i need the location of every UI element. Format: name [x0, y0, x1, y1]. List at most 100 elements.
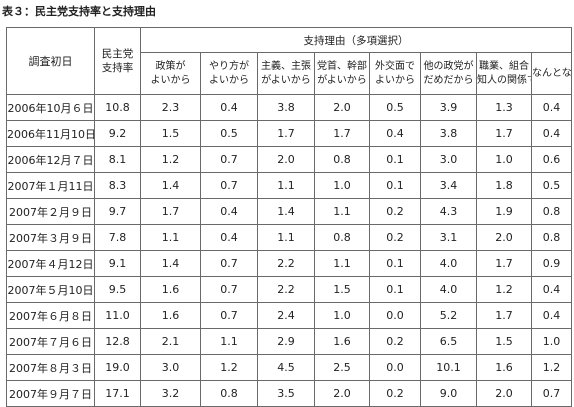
survey-date-cell: 2007年７月６日 — [6, 328, 95, 355]
header-reason-5: 外交面で よいから — [369, 52, 421, 95]
header-support-rate: 民主党 支持率 — [94, 27, 141, 95]
support-rate-cell: 9.2 — [94, 120, 141, 147]
reason-value-cell: 1.1 — [257, 172, 315, 199]
table-row: 2007年８月３日 19.0 3.0 1.2 4.5 2.5 0.0 10.1 1.6 1.2 — [6, 354, 572, 381]
survey-date-cell: 2007年９月７日 — [6, 380, 95, 407]
reason-value-cell: 0.5 — [369, 94, 421, 121]
reason-value-cell: 0.4 — [369, 120, 421, 147]
reason-value-cell: 0.0 — [369, 354, 421, 381]
reason-value-cell: 2.0 — [476, 380, 532, 407]
table-row: 2007年３月９日 7.8 1.1 0.4 1.1 0.8 0.2 3.1 2.0 0.8 — [6, 224, 572, 251]
reason-value-cell: 3.8 — [257, 94, 315, 121]
reason-value-cell: 1.1 — [257, 224, 315, 251]
reason-value-cell: 0.8 — [314, 146, 370, 173]
table-row: 2007年５月10日 9.5 1.6 0.7 2.2 1.5 0.1 4.0 1.2 0.4 — [6, 276, 572, 303]
table-row: 2007年１月11日 8.3 1.4 0.7 1.1 1.0 0.1 3.4 1.8 0.5 — [6, 172, 572, 199]
reason-value-cell: 2.2 — [257, 250, 315, 277]
survey-date-cell: 2007年３月９日 — [6, 224, 95, 251]
table-row: 2007年６月８日 11.0 1.6 0.7 2.4 1.0 0.0 5.2 1.7 0.4 — [6, 302, 572, 329]
survey-date-cell: 2007年１月11日 — [6, 172, 95, 199]
reason-value-cell: 6.5 — [420, 328, 477, 355]
reason-value-cell: 0.4 — [531, 94, 572, 121]
support-rate-cell: 8.1 — [94, 146, 141, 173]
reason-value-cell: 1.5 — [140, 120, 201, 147]
survey-date-cell: 2006年11月10日 — [6, 120, 95, 147]
reason-value-cell: 0.4 — [200, 198, 258, 225]
reason-value-cell: 1.6 — [476, 354, 532, 381]
survey-date-cell: 2007年２月９日 — [6, 198, 95, 225]
reason-value-cell: 0.4 — [200, 94, 258, 121]
survey-date-cell: 2006年10月６日 — [6, 94, 95, 121]
header-reason-2: やり方が よいから — [200, 52, 258, 95]
reason-value-cell: 3.5 — [257, 380, 315, 407]
reason-value-cell: 3.0 — [420, 146, 477, 173]
reason-value-cell: 0.4 — [531, 302, 572, 329]
reason-value-cell: 4.0 — [420, 276, 477, 303]
survey-date-cell: 2007年６月８日 — [6, 302, 95, 329]
reason-value-cell: 0.6 — [531, 146, 572, 173]
reason-value-cell: 2.0 — [257, 146, 315, 173]
reason-value-cell: 1.5 — [314, 276, 370, 303]
reason-value-cell: 0.2 — [369, 328, 421, 355]
support-rate-cell: 7.8 — [94, 224, 141, 251]
survey-date-cell: 2007年４月12日 — [6, 250, 95, 277]
reason-value-cell: 1.3 — [476, 94, 532, 121]
table-row: 2006年12月７日 8.1 1.2 0.7 2.0 0.8 0.1 3.0 1.0 0.6 — [6, 146, 572, 173]
support-rate-cell: 17.1 — [94, 380, 141, 407]
table-row: 2007年７月６日 12.8 2.1 1.1 2.9 1.6 0.2 6.5 1.5 1.0 — [6, 328, 572, 355]
support-rate-cell: 9.5 — [94, 276, 141, 303]
table-body: 2006年10月６日 10.8 2.3 0.4 3.8 2.0 0.5 3.9 1.3 0.4 20… — [6, 94, 572, 407]
reason-value-cell: 4.3 — [420, 198, 477, 225]
reason-value-cell: 2.0 — [314, 94, 370, 121]
table-row: 2006年11月10日 9.2 1.5 0.5 1.7 1.7 0.4 3.8 1.7 0.4 — [6, 120, 572, 147]
table-title: 表３：民主党支持率と支持理由 — [2, 5, 156, 18]
reason-value-cell: 3.8 — [420, 120, 477, 147]
reason-value-cell: 1.2 — [140, 146, 201, 173]
reason-value-cell: 0.4 — [531, 276, 572, 303]
header-reason-6: 他の政党が だめだから — [420, 52, 477, 95]
reason-value-cell: 2.9 — [257, 328, 315, 355]
reason-value-cell: 1.4 — [257, 198, 315, 225]
reason-value-cell: 0.8 — [314, 224, 370, 251]
reason-value-cell: 1.6 — [140, 302, 201, 329]
reason-value-cell: 4.5 — [257, 354, 315, 381]
survey-date-cell: 2007年５月10日 — [6, 276, 95, 303]
reason-value-cell: 1.9 — [476, 198, 532, 225]
reason-value-cell: 1.2 — [476, 276, 532, 303]
reason-value-cell: 0.7 — [200, 276, 258, 303]
reason-value-cell: 0.8 — [531, 198, 572, 225]
reason-value-cell: 0.5 — [200, 120, 258, 147]
reason-value-cell: 1.1 — [314, 250, 370, 277]
reason-value-cell: 0.7 — [200, 146, 258, 173]
header-reason-4: 党首、幹部 がよいから — [314, 52, 370, 95]
reason-value-cell: 0.1 — [369, 146, 421, 173]
reason-value-cell: 0.2 — [369, 198, 421, 225]
survey-date-cell: 2006年12月７日 — [6, 146, 95, 173]
reason-value-cell: 0.2 — [369, 224, 421, 251]
reason-value-cell: 1.1 — [314, 198, 370, 225]
reason-value-cell: 2.3 — [140, 94, 201, 121]
reason-value-cell: 2.1 — [140, 328, 201, 355]
support-rate-cell: 19.0 — [94, 354, 141, 381]
reason-value-cell: 0.1 — [369, 172, 421, 199]
reason-value-cell: 1.6 — [314, 328, 370, 355]
reason-value-cell: 2.0 — [314, 380, 370, 407]
reason-value-cell: 0.7 — [200, 302, 258, 329]
reason-value-cell: 0.1 — [369, 276, 421, 303]
reason-value-cell: 1.0 — [476, 146, 532, 173]
reason-value-cell: 2.0 — [476, 224, 532, 251]
reason-value-cell: 0.9 — [531, 250, 572, 277]
reason-value-cell: 1.5 — [476, 328, 532, 355]
reason-value-cell: 1.1 — [140, 224, 201, 251]
table-row: 2006年10月６日 10.8 2.3 0.4 3.8 2.0 0.5 3.9 1.3 0.4 — [6, 94, 572, 121]
header-reason-7: 職業、組合 知人の関係で — [476, 52, 532, 95]
support-rate-cell: 8.3 — [94, 172, 141, 199]
reason-value-cell: 0.8 — [531, 224, 572, 251]
reason-value-cell: 0.4 — [531, 120, 572, 147]
header-support-rate-label: 民主党 支持率 — [101, 48, 134, 74]
support-rate-cell: 12.8 — [94, 328, 141, 355]
support-rate-cell: 11.0 — [94, 302, 141, 329]
reason-value-cell: 1.6 — [140, 276, 201, 303]
reason-value-cell: 1.8 — [476, 172, 532, 199]
header-reason-1: 政策が よいから — [140, 52, 201, 95]
